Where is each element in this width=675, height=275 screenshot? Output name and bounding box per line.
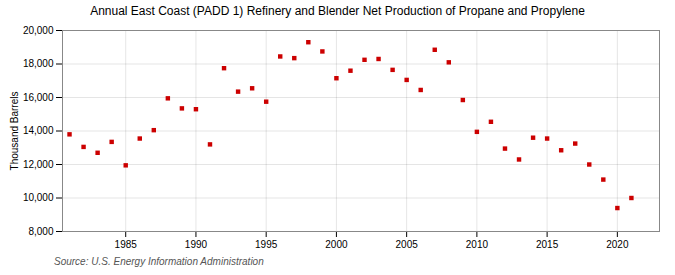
svg-text:8,000: 8,000 xyxy=(28,226,53,237)
svg-text:Thousand Barrels: Thousand Barrels xyxy=(9,92,20,171)
svg-text:20,000: 20,000 xyxy=(23,25,54,36)
svg-text:16,000: 16,000 xyxy=(23,92,54,103)
html-text:Source: U.S. Energy Informatio: Source: U.S. Energy Information Administ… xyxy=(54,256,264,267)
svg-text:1995: 1995 xyxy=(255,239,278,250)
svg-text:2020: 2020 xyxy=(606,239,629,250)
svg-text:18,000: 18,000 xyxy=(23,58,54,69)
svg-text:2005: 2005 xyxy=(396,239,419,250)
html-text:Annual East Coast (PADD 1) Ref: Annual East Coast (PADD 1) Refinery and … xyxy=(90,4,585,18)
svg-text:1990: 1990 xyxy=(185,239,208,250)
svg-text:12,000: 12,000 xyxy=(23,159,54,170)
svg-text:10,000: 10,000 xyxy=(23,192,54,203)
svg-text:14,000: 14,000 xyxy=(23,125,54,136)
svg-text:2000: 2000 xyxy=(325,239,348,250)
svg-text:2010: 2010 xyxy=(466,239,489,250)
svg-text:1985: 1985 xyxy=(115,239,138,250)
svg-text:2015: 2015 xyxy=(536,239,559,250)
